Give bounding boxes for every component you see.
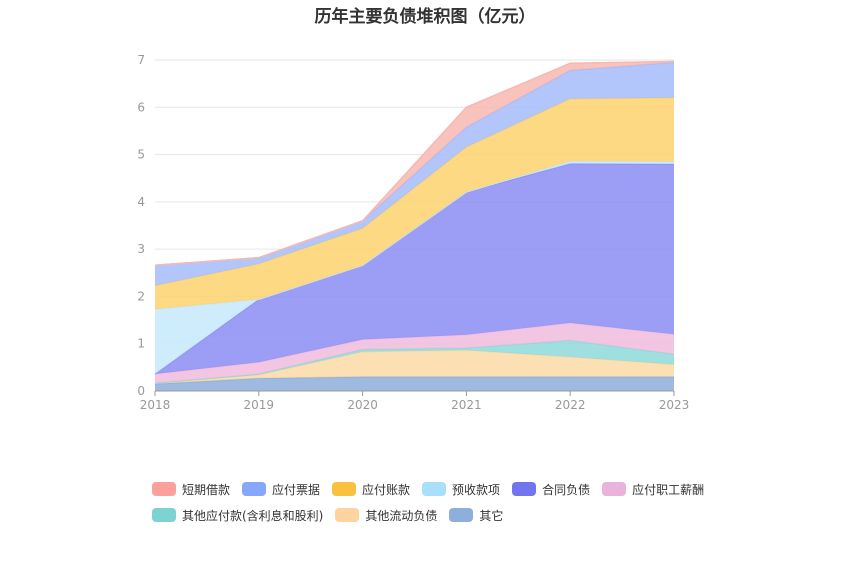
legend-label: 其他应付款(含利息和股利) — [182, 508, 324, 523]
legend-label: 应付账款 — [362, 482, 411, 497]
legend-item[interactable]: 合同负债 — [512, 481, 590, 498]
y-tick-label: 0 — [137, 384, 145, 398]
legend-swatch — [449, 508, 474, 522]
legend-swatch — [602, 482, 627, 496]
legend-label: 合同负债 — [542, 482, 591, 497]
y-tick-label: 5 — [137, 148, 145, 162]
legend-row: 短期借款 应付票据 应付账款 预收款项 合同负债 应付职工薪酬 — [152, 476, 712, 502]
legend-label: 预收款项 — [452, 482, 501, 497]
legend-item[interactable]: 其他流动负债 — [335, 507, 437, 524]
legend-label: 应付职工薪酬 — [632, 482, 705, 497]
area-series-4 — [155, 163, 674, 374]
legend-label: 其他流动负债 — [365, 508, 438, 523]
x-tick-label: 2018 — [140, 398, 171, 412]
x-tick-label: 2021 — [451, 398, 482, 412]
legend-row: 其他应付款(含利息和股利) 其他流动负债 其它 — [152, 502, 712, 528]
x-tick-label: 2023 — [659, 398, 690, 412]
area-series-3 — [155, 322, 674, 383]
legend-swatch — [335, 508, 360, 522]
y-tick-label: 6 — [137, 100, 145, 114]
legend-item[interactable]: 应付票据 — [242, 481, 320, 498]
y-tick-label: 1 — [137, 337, 145, 351]
legend-item[interactable]: 其它 — [449, 507, 503, 524]
legend-item[interactable]: 应付账款 — [332, 481, 410, 498]
area-series-6 — [155, 97, 674, 310]
legend: 短期借款 应付票据 应付账款 预收款项 合同负债 应付职工薪酬 其他应付款(含利息和股利)… — [152, 476, 712, 528]
legend-swatch — [422, 482, 447, 496]
chart-title: 历年主要负债堆积图（亿元） — [314, 7, 536, 27]
y-tick-label: 4 — [137, 195, 145, 209]
area-series-edge-8 — [154, 60, 675, 266]
legend-label: 应付票据 — [272, 482, 321, 497]
stacked-areas — [154, 60, 675, 391]
legend-label: 短期借款 — [182, 482, 231, 497]
legend-swatch — [332, 482, 357, 496]
area-series-1 — [155, 350, 674, 384]
y-tick-label: 7 — [137, 53, 145, 67]
area-series-0 — [155, 376, 674, 391]
legend-item[interactable]: 短期借款 — [152, 481, 230, 498]
legend-item[interactable]: 应付职工薪酬 — [602, 481, 704, 498]
x-tick-label: 2020 — [347, 398, 378, 412]
area-series-2 — [155, 340, 674, 383]
legend-swatch — [242, 482, 267, 496]
x-tick-label: 2019 — [244, 398, 275, 412]
y-tick-label: 3 — [137, 242, 145, 256]
legend-item[interactable]: 其他应付款(含利息和股利) — [152, 507, 323, 524]
legend-swatch — [512, 482, 537, 496]
legend-item[interactable]: 预收款项 — [422, 481, 500, 498]
x-tick-label: 2022 — [555, 398, 586, 412]
legend-label: 其它 — [479, 508, 504, 523]
axes: 0 1 2 3 4 5 6 7 2018 2019 2020 2021 2022 2023 — [137, 53, 689, 412]
y-tick-label: 2 — [137, 289, 145, 303]
legend-swatch — [152, 482, 176, 496]
legend-swatch — [152, 508, 176, 522]
